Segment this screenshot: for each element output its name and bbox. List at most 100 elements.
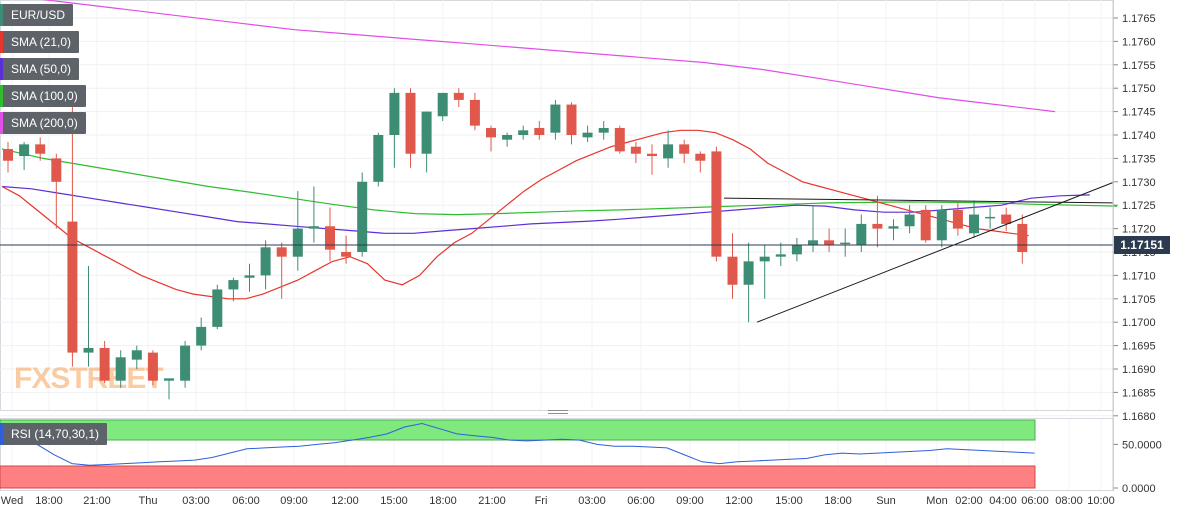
candle-body [663, 144, 674, 159]
candle-body [389, 92, 400, 135]
x-tick-label: 02:00 [955, 495, 983, 507]
candle-body [582, 132, 593, 138]
candle-body [518, 130, 529, 135]
candle-body [373, 135, 384, 182]
y-tick-label: 1.1725 [1122, 200, 1156, 212]
candle-body [759, 256, 770, 262]
candle-body [357, 181, 368, 252]
candle-body [115, 357, 126, 381]
moving-averages [1, 0, 1118, 300]
y-tick-label: 1.1745 [1122, 107, 1156, 119]
candle-body [679, 144, 690, 154]
candle-body [695, 153, 706, 161]
candle-body [260, 247, 271, 276]
candle-body [486, 127, 496, 138]
x-tick-label: 09:00 [676, 495, 704, 507]
y-tick-label: 1.1685 [1122, 387, 1156, 399]
candle-body [743, 261, 754, 285]
sma200-line [42, 0, 1056, 113]
candle-body [244, 275, 255, 278]
candle-body [630, 146, 641, 154]
candle-body [83, 347, 94, 353]
legend-label: SMA (100,0) [11, 89, 78, 103]
x-tick-label: 21:00 [478, 495, 506, 507]
y-tick-label: 1.1730 [1122, 177, 1156, 189]
x-tick-label: Wed [1, 495, 23, 507]
candle-body [196, 326, 207, 346]
rsi-panel [0, 419, 1036, 489]
candle-body [308, 226, 319, 229]
candle-body [469, 99, 480, 126]
legend-item[interactable]: SMA (200,0) [0, 112, 86, 134]
y-tick-label: 1.1740 [1122, 130, 1156, 142]
legend-label: SMA (200,0) [11, 116, 78, 130]
candle-body [292, 228, 303, 257]
legend-item[interactable]: SMA (50,0) [0, 58, 80, 80]
x-tick-label: 12:00 [725, 495, 753, 507]
candle-body [147, 352, 158, 381]
candle-body [276, 247, 287, 257]
y-tick-label: 1.1750 [1122, 83, 1156, 95]
x-tick-label: 06:00 [627, 495, 655, 507]
rsi-oversold-zone [0, 465, 1036, 489]
candle-body [1017, 223, 1028, 252]
legend-label: EUR/USD [11, 8, 66, 22]
x-tick-label: Thu [139, 495, 158, 507]
x-tick-label: 03:00 [182, 495, 210, 507]
pane-resize-handle[interactable] [548, 410, 568, 416]
y-tick-label: 1.1735 [1122, 153, 1156, 165]
rsi-tick-label: 0.0000 [1122, 483, 1156, 495]
y-tick-label: 1.1680 [1122, 411, 1156, 423]
legend-swatch [0, 31, 3, 53]
candle-body [614, 127, 625, 152]
y-tick-label: 1.1710 [1122, 270, 1156, 282]
rsi-legend[interactable]: RSI (14,70,30,1) [0, 423, 108, 445]
rsi-line [1, 422, 1035, 466]
candle-body [325, 226, 335, 250]
candles [3, 88, 1028, 400]
x-tick-label: 04:00 [989, 495, 1017, 507]
candle-body [904, 214, 915, 227]
y-tick-label: 1.1690 [1122, 364, 1156, 376]
y-tick-label: 1.1700 [1122, 317, 1156, 329]
candle-body [920, 209, 931, 241]
x-tick-label: 18:00 [35, 495, 63, 507]
x-tick-label: 10:00 [1087, 495, 1115, 507]
x-tick-label: 12:00 [331, 495, 359, 507]
candle-body [421, 111, 432, 154]
candle-body [67, 221, 78, 353]
y-tick-label: 1.1695 [1122, 341, 1156, 353]
candle-body [228, 280, 239, 290]
x-tick-label: 06:00 [232, 495, 260, 507]
legend-swatch [0, 112, 3, 134]
candle-body [51, 158, 62, 182]
candle-body [550, 104, 561, 133]
last-price-label: 1.17151 [1114, 236, 1170, 254]
legend-label: SMA (21,0) [11, 35, 72, 49]
sma50-line [1, 185, 1090, 234]
candle-body [808, 240, 818, 245]
y-tick-label: 1.1755 [1122, 60, 1156, 72]
sma100-line [1, 148, 1118, 216]
legend-label: SMA (50,0) [11, 62, 72, 76]
x-tick-label: Fri [535, 495, 548, 507]
candle-body [3, 149, 13, 161]
legend-swatch [0, 85, 3, 107]
candle-body [19, 144, 30, 157]
legend-item[interactable]: SMA (21,0) [0, 31, 80, 53]
candle-body [598, 127, 609, 133]
candle-body [1001, 214, 1012, 224]
x-tick-label: Mon [926, 495, 947, 507]
legend-item[interactable]: SMA (100,0) [0, 85, 86, 107]
legend-item[interactable]: EUR/USD [0, 4, 74, 26]
x-tick-label: 09:00 [280, 495, 308, 507]
axes: 1.1765 1.1760 1.1755 1.1750 1.1745 1.1740 1.17… [1, 0, 1162, 507]
rsi-swatch [0, 423, 3, 445]
candle-body [341, 252, 352, 257]
x-tick-label: 06:00 [1021, 495, 1049, 507]
rsi-tick-label: 50.0000 [1122, 439, 1162, 451]
trendlines [723, 182, 1114, 323]
candle-body [711, 151, 722, 257]
